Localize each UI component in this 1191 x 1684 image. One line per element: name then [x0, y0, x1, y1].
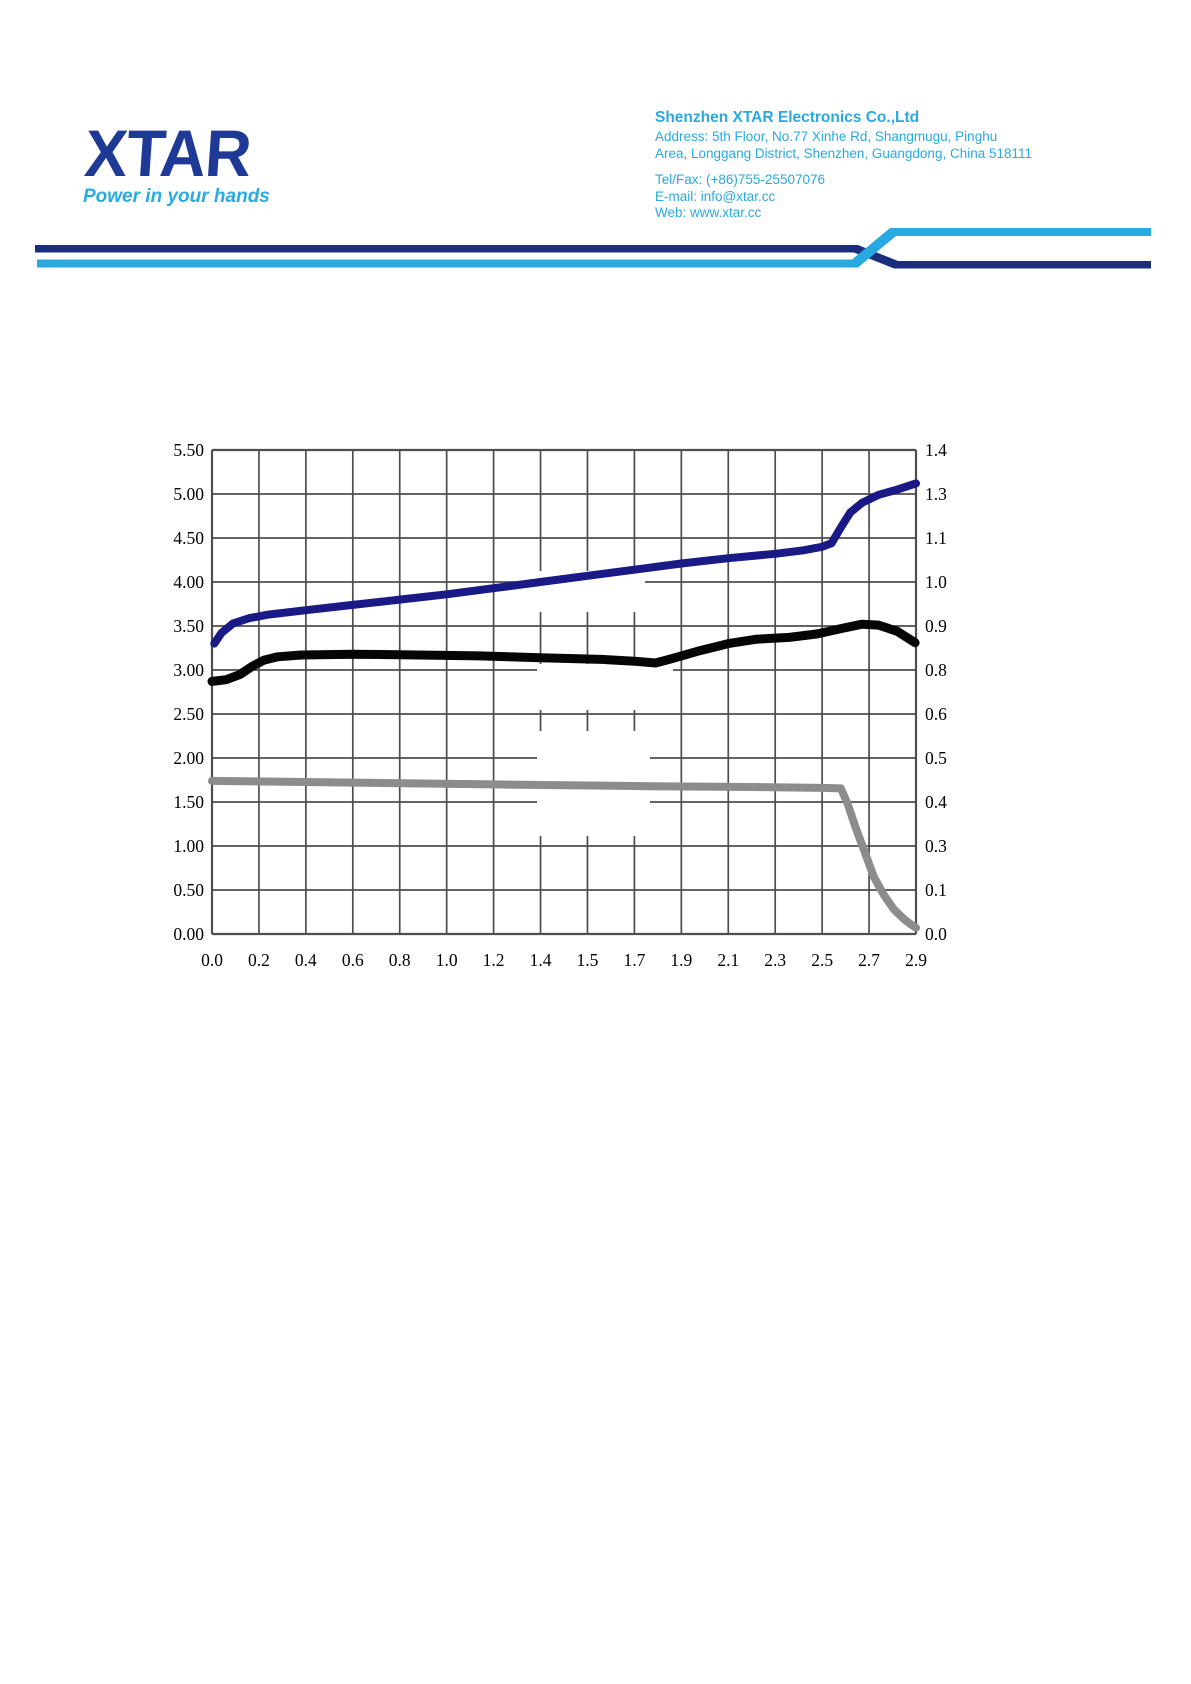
right-axis-tick-label: 0.1 [925, 880, 947, 900]
left-axis-tick-label: 0.00 [173, 924, 204, 944]
x-axis-tick-label: 1.0 [436, 950, 458, 970]
x-axis-tick-label: 2.5 [811, 950, 833, 970]
left-axis-tick-label: 5.00 [173, 484, 204, 504]
gray-current-series-curve [208, 776, 920, 932]
right-axis-tick-label: 1.0 [925, 572, 947, 592]
right-axis-tick-label: 1.1 [925, 528, 947, 548]
navy-voltage-series-curve [210, 479, 920, 648]
x-axis-tick-label: 0.8 [389, 950, 411, 970]
x-axis-tick-label: 1.9 [670, 950, 692, 970]
logo-tagline: Power in your hands [83, 186, 270, 207]
left-axis-tick-label: 1.50 [173, 792, 204, 812]
x-axis-tick-label: 2.7 [858, 950, 880, 970]
company-web: Web: www.xtar.cc [655, 205, 762, 220]
right-axis-tick-label: 1.3 [925, 484, 947, 504]
left-axis-tick-label: 2.50 [173, 704, 204, 724]
x-axis-tick-label: 0.6 [342, 950, 364, 970]
left-axis-tick-label: 2.00 [173, 748, 204, 768]
ribbon-cyan-stripe [37, 228, 1151, 268]
x-axis-tick-label: 1.4 [530, 950, 552, 970]
left-axis-tick-label: 0.50 [173, 880, 204, 900]
x-axis-tick-label: 0.0 [201, 950, 223, 970]
chart: 5.505.004.504.003.503.002.502.001.501.00… [173, 440, 947, 970]
x-axis-tick-label: 0.2 [248, 950, 270, 970]
x-axis-tick-label: 2.1 [717, 950, 739, 970]
right-axis-tick-label: 0.6 [925, 704, 947, 724]
company-address-line1: Address: 5th Floor, No.77 Xinhe Rd, Shan… [655, 129, 998, 144]
right-axis-tick-label: 0.4 [925, 792, 947, 812]
left-axis-tick-label: 1.00 [173, 836, 204, 856]
company-email: E-mail: info@xtar.cc [655, 188, 776, 204]
company-name: Shenzhen XTAR Electronics Co.,Ltd [655, 109, 920, 126]
xtar-logo: XTAR Power in your hands [82, 116, 270, 208]
erased-label-patch [537, 664, 673, 710]
right-axis-tick-label: 0.9 [925, 616, 947, 636]
left-axis-tick-label: 4.00 [173, 572, 204, 592]
right-axis-tick-label: 0.3 [925, 836, 947, 856]
company-telfax: Tel/Fax: (+86)755-25507076 [655, 172, 825, 187]
black-voltage-series-curve [207, 619, 920, 686]
x-axis-tick-label: 1.5 [577, 950, 599, 970]
x-axis-tick-label: 2.3 [764, 950, 786, 970]
company-info: Shenzhen XTAR Electronics Co.,Ltd Addres… [655, 108, 1095, 222]
left-axis-tick-label: 5.50 [173, 440, 204, 460]
right-axis-tick-label: 0.0 [925, 924, 947, 944]
x-axis-tick-label: 2.9 [905, 950, 927, 970]
company-address-line2: Area, Longgang District, Shenzhen, Guang… [655, 145, 1033, 161]
header-ribbon-divider [35, 228, 1151, 269]
left-axis-tick-label: 3.00 [173, 660, 204, 680]
left-axis-tick-label: 4.50 [173, 528, 204, 548]
x-axis-tick-label: 1.7 [623, 950, 645, 970]
right-axis-tick-label: 1.4 [925, 440, 947, 460]
left-axis-tick-label: 3.50 [173, 616, 204, 636]
x-axis-tick-label: 1.2 [483, 950, 505, 970]
right-axis-tick-label: 0.8 [925, 660, 947, 680]
right-axis-tick-label: 0.5 [925, 748, 947, 768]
x-axis-tick-label: 0.4 [295, 950, 317, 970]
